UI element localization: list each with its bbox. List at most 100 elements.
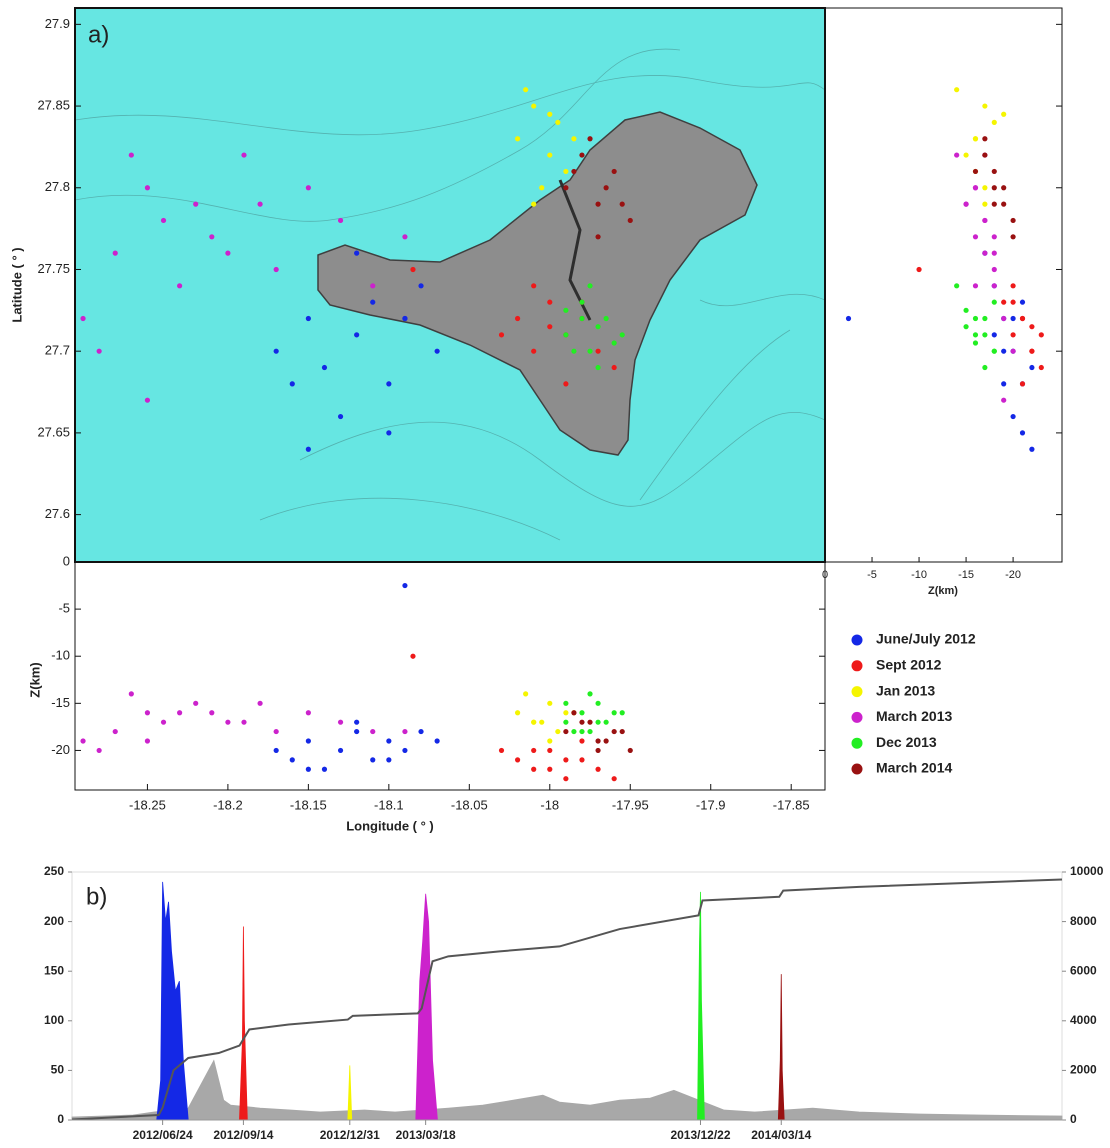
map-point bbox=[514, 315, 521, 322]
legend-label: June/July 2012 bbox=[876, 631, 976, 647]
side-point bbox=[1001, 397, 1007, 403]
map-point bbox=[579, 152, 585, 158]
side-point bbox=[991, 250, 997, 256]
map-point bbox=[611, 364, 617, 371]
side-point bbox=[991, 185, 997, 191]
side-point bbox=[1010, 217, 1016, 224]
map-point bbox=[193, 201, 199, 207]
z-tick-label: -20 bbox=[51, 742, 70, 757]
side-point bbox=[982, 201, 988, 207]
side-point bbox=[1019, 299, 1026, 305]
map-point bbox=[587, 283, 593, 289]
map-point bbox=[289, 381, 295, 387]
section-point bbox=[273, 728, 279, 735]
section-point bbox=[410, 653, 416, 659]
section-point bbox=[595, 719, 601, 725]
section-point bbox=[531, 766, 537, 772]
z-axis-label: Z(km) bbox=[27, 662, 42, 697]
side-point bbox=[991, 201, 997, 207]
side-point bbox=[1038, 332, 1044, 338]
side-point bbox=[1019, 430, 1026, 436]
map-point bbox=[273, 348, 279, 354]
section-point bbox=[112, 728, 118, 735]
map-point bbox=[354, 332, 360, 338]
y-tick-label: 0 bbox=[57, 1112, 64, 1126]
side-point bbox=[1029, 446, 1035, 452]
map-point bbox=[337, 217, 344, 224]
map-point bbox=[579, 299, 585, 305]
section-point bbox=[563, 719, 569, 725]
side-point bbox=[954, 152, 960, 158]
section-point bbox=[402, 728, 408, 735]
map-point bbox=[80, 315, 86, 322]
map-point bbox=[539, 185, 545, 191]
z-tick-label: -5 bbox=[58, 601, 70, 616]
y-axis-label: Latitude ( ° ) bbox=[9, 247, 24, 322]
section-point bbox=[321, 766, 328, 772]
map-point bbox=[547, 152, 553, 158]
map-point bbox=[128, 152, 134, 158]
side-point bbox=[972, 332, 979, 338]
map-point bbox=[595, 234, 601, 240]
side-point bbox=[991, 168, 997, 175]
x-axis-label: Longitude ( ° ) bbox=[346, 818, 434, 833]
marks: 27.6 27.65 27.7 27.75 27.8 27.85 27.9 -18.25 -18… bbox=[37, 16, 1103, 1142]
z-tick-label: -5 bbox=[867, 569, 877, 581]
section-point bbox=[289, 757, 295, 763]
side-point bbox=[1001, 381, 1007, 387]
count-area bbox=[239, 926, 248, 1121]
legend-marker bbox=[851, 634, 863, 646]
count-area bbox=[415, 893, 438, 1121]
legend-marker bbox=[851, 711, 863, 723]
legend-label: March 2013 bbox=[876, 708, 952, 724]
map-point bbox=[627, 217, 633, 224]
side-point bbox=[1010, 332, 1016, 338]
z-tick-label: 0 bbox=[63, 553, 70, 568]
map-point bbox=[370, 299, 376, 305]
section-point bbox=[579, 757, 585, 763]
map-point bbox=[337, 413, 344, 420]
side-point bbox=[1019, 381, 1026, 387]
side-point bbox=[991, 332, 997, 338]
section-point bbox=[547, 747, 553, 754]
section-point bbox=[571, 728, 577, 735]
legend-marker bbox=[851, 763, 863, 775]
side-point bbox=[991, 119, 997, 125]
map-point bbox=[563, 185, 569, 191]
side-point bbox=[1001, 315, 1007, 322]
count-area bbox=[156, 881, 189, 1121]
side-point bbox=[845, 315, 852, 322]
panel-label: b) bbox=[86, 883, 107, 910]
side-point bbox=[972, 234, 979, 240]
side-point bbox=[972, 136, 979, 142]
y-tick-label: 100 bbox=[44, 1013, 64, 1027]
map-point bbox=[563, 307, 569, 313]
section-point bbox=[402, 582, 408, 589]
section-point bbox=[177, 710, 183, 716]
y2-tick-label: 2000 bbox=[1070, 1063, 1097, 1077]
z-tick-label: -15 bbox=[958, 569, 974, 581]
map-point bbox=[144, 185, 151, 191]
z-tick-label: -10 bbox=[911, 569, 927, 581]
section-point bbox=[611, 776, 617, 782]
section-point bbox=[531, 719, 537, 725]
section-point bbox=[579, 738, 585, 744]
section-point bbox=[418, 728, 424, 735]
map-point bbox=[273, 266, 279, 273]
section-point bbox=[579, 719, 585, 725]
map-point bbox=[579, 315, 585, 322]
map-point bbox=[160, 217, 167, 224]
side-point bbox=[991, 348, 997, 354]
map-point bbox=[177, 283, 183, 289]
section-point bbox=[225, 719, 231, 725]
x-tick-label: 2013/03/18 bbox=[396, 1128, 456, 1142]
section-point bbox=[579, 710, 585, 716]
section-point bbox=[531, 747, 537, 754]
section-point bbox=[144, 710, 151, 716]
section-point bbox=[193, 700, 199, 706]
map-point bbox=[587, 348, 593, 354]
side-point bbox=[1001, 299, 1007, 305]
side-point bbox=[1010, 299, 1016, 305]
side-point bbox=[963, 307, 969, 313]
